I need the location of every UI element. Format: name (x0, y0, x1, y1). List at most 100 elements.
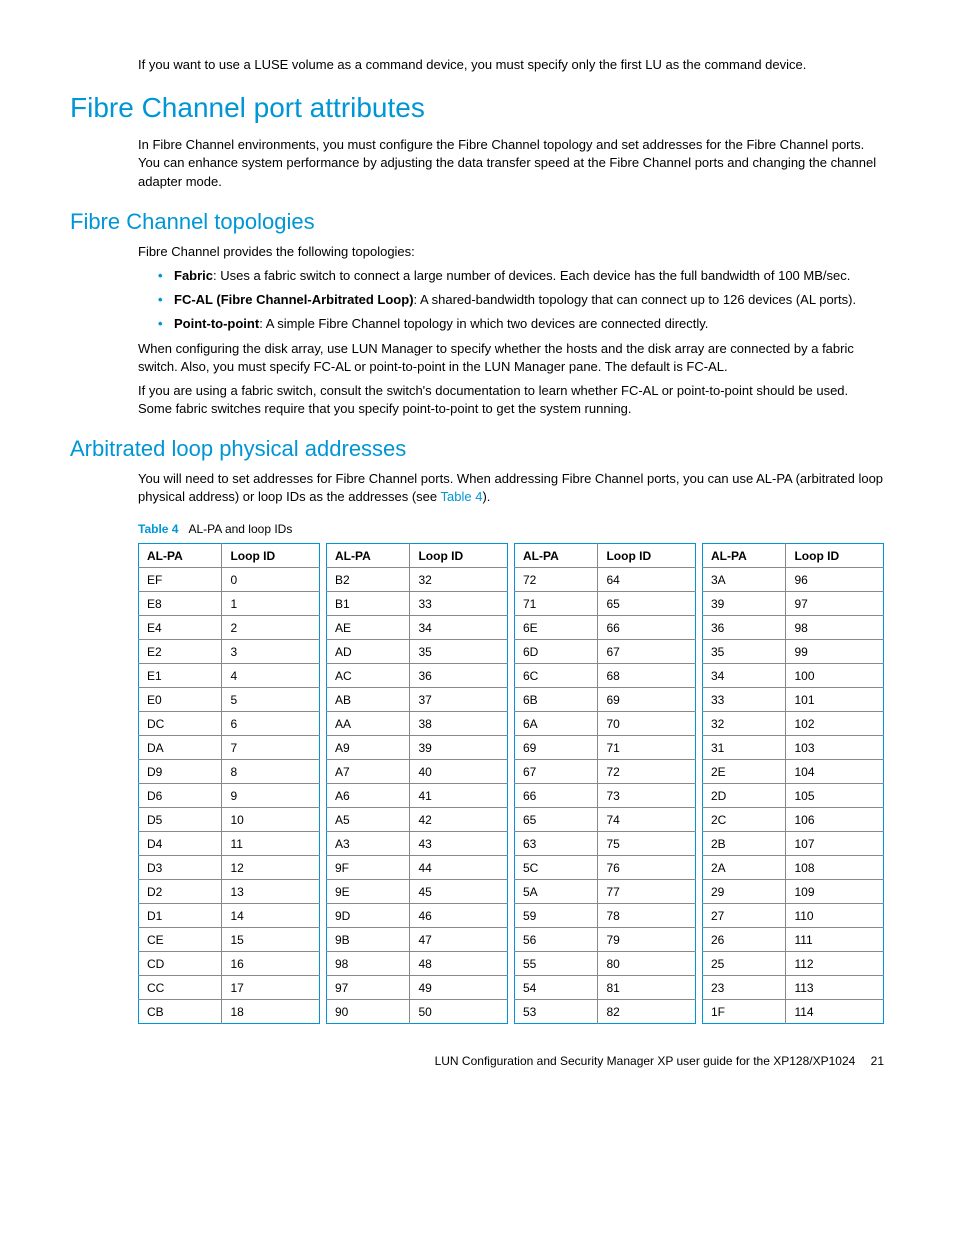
table-cell: 9B (327, 928, 410, 952)
table-cell: 59 (515, 904, 598, 928)
table-cell: 43 (410, 832, 508, 856)
table-cell: AC (327, 664, 410, 688)
table-row: 7264 (515, 568, 696, 592)
table-caption-text: AL-PA and loop IDs (188, 522, 292, 536)
table-cell: 23 (703, 976, 786, 1000)
table-cell: 2D (703, 784, 786, 808)
table-cell: 16 (222, 952, 320, 976)
list-item: Point-to-point: A simple Fibre Channel t… (158, 315, 884, 333)
table-cell: 34 (703, 664, 786, 688)
table-cell: 79 (598, 928, 696, 952)
alpa-subtable: AL-PALoop IDB232B133AE34AD35AC36AB37AA38… (326, 543, 508, 1024)
alpa-subtable: AL-PALoop IDEF0E81E42E23E14E05DC6DA7D98D… (138, 543, 320, 1024)
table-row: AA38 (327, 712, 508, 736)
table-cell: E4 (139, 616, 222, 640)
table-row: E14 (139, 664, 320, 688)
table-cell: 12 (222, 856, 320, 880)
table-cell: 63 (515, 832, 598, 856)
table-cell: 32 (410, 568, 508, 592)
table-row: 3997 (703, 592, 884, 616)
table-row: 6673 (515, 784, 696, 808)
table-row: 6B69 (515, 688, 696, 712)
table-cell: 10 (222, 808, 320, 832)
table-cell: 96 (786, 568, 884, 592)
table-row: D312 (139, 856, 320, 880)
table-cell: 113 (786, 976, 884, 1000)
table-row: 2D105 (703, 784, 884, 808)
desc: : Uses a fabric switch to connect a larg… (213, 268, 850, 283)
table-cell: 46 (410, 904, 508, 928)
table-row: 29109 (703, 880, 884, 904)
table-cell: 69 (598, 688, 696, 712)
table-link[interactable]: Table 4 (441, 489, 483, 504)
table-row: 26111 (703, 928, 884, 952)
table-cell: 81 (598, 976, 696, 1000)
table-cell: 65 (598, 592, 696, 616)
table-row: D213 (139, 880, 320, 904)
table-cell: 2A (703, 856, 786, 880)
table-cell: 17 (222, 976, 320, 1000)
desc: : A shared-bandwidth topology that can c… (414, 292, 857, 307)
table-cell: 13 (222, 880, 320, 904)
table-row: 6E66 (515, 616, 696, 640)
table-cell: E2 (139, 640, 222, 664)
table-row: AD35 (327, 640, 508, 664)
table-row: 3599 (703, 640, 884, 664)
table-row: 3698 (703, 616, 884, 640)
table-cell: 2C (703, 808, 786, 832)
table-cell: 6 (222, 712, 320, 736)
table-row: 2A108 (703, 856, 884, 880)
table-cell: AB (327, 688, 410, 712)
table-cell: 80 (598, 952, 696, 976)
table-cell: CC (139, 976, 222, 1000)
table-cell: 103 (786, 736, 884, 760)
table-cell: 7 (222, 736, 320, 760)
table-cell: 73 (598, 784, 696, 808)
table-row: 2B107 (703, 832, 884, 856)
table-row: 6375 (515, 832, 696, 856)
table-cell: 1 (222, 592, 320, 616)
table-cell: 39 (410, 736, 508, 760)
table-cell: 102 (786, 712, 884, 736)
table-cell: 9D (327, 904, 410, 928)
table-cell: E1 (139, 664, 222, 688)
text: ). (482, 489, 490, 504)
table-cell: 108 (786, 856, 884, 880)
table-cell: 36 (703, 616, 786, 640)
topologies-para3: If you are using a fabric switch, consul… (138, 382, 884, 418)
table-row: 2C106 (703, 808, 884, 832)
table-cell: 67 (515, 760, 598, 784)
alpa-subtable: AL-PALoop ID3A96399736983599341003310132… (702, 543, 884, 1024)
table-cell: 98 (786, 616, 884, 640)
column-header: AL-PA (139, 544, 222, 568)
table-cell: 25 (703, 952, 786, 976)
table-cell: 104 (786, 760, 884, 784)
table-cell: 72 (598, 760, 696, 784)
table-cell: AD (327, 640, 410, 664)
table-row: 9F44 (327, 856, 508, 880)
table-cell: 75 (598, 832, 696, 856)
table-cell: 8 (222, 760, 320, 784)
table-row: 6C68 (515, 664, 696, 688)
table-row: 32102 (703, 712, 884, 736)
table-cell: CD (139, 952, 222, 976)
table-row: A939 (327, 736, 508, 760)
table-cell: 77 (598, 880, 696, 904)
table-cell: 5A (515, 880, 598, 904)
table-cell: 6B (515, 688, 598, 712)
table-cell: 56 (515, 928, 598, 952)
table-cell: E0 (139, 688, 222, 712)
topologies-list: Fabric: Uses a fabric switch to connect … (138, 267, 884, 334)
table-cell: 45 (410, 880, 508, 904)
table-cell: 106 (786, 808, 884, 832)
table-cell: D1 (139, 904, 222, 928)
table-row: 23113 (703, 976, 884, 1000)
table-cell: 49 (410, 976, 508, 1000)
table-row: 1F114 (703, 1000, 884, 1024)
page-number: 21 (871, 1054, 884, 1068)
table-cell: AA (327, 712, 410, 736)
table-row: 9E45 (327, 880, 508, 904)
table-cell: 34 (410, 616, 508, 640)
table-row: 5C76 (515, 856, 696, 880)
table-row: 6574 (515, 808, 696, 832)
